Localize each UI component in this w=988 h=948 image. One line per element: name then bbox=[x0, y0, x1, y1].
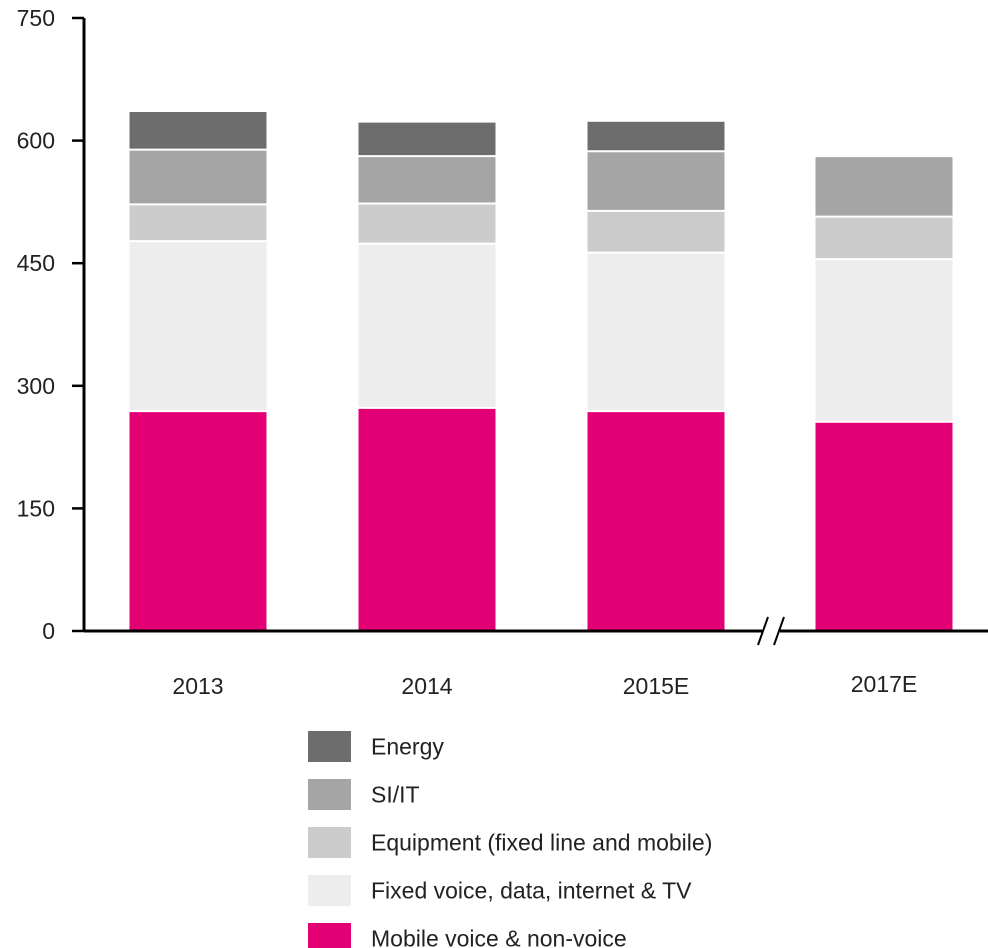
bar-2017e-si-it bbox=[815, 156, 953, 217]
legend-swatch-fixed-voice-data-internet-tv bbox=[308, 875, 351, 906]
y-tick-label-600: 600 bbox=[17, 128, 55, 154]
y-tick-label-750: 750 bbox=[17, 5, 55, 31]
bar-2013-fixed-voice-data-internet-tv bbox=[129, 241, 267, 412]
bar-2014-energy bbox=[358, 122, 496, 157]
bar-2017e-fixed-voice-data-internet-tv bbox=[815, 259, 953, 422]
bar-2013-si-it bbox=[129, 149, 267, 205]
axis-break-mark-right bbox=[773, 616, 785, 646]
y-tick-label-150: 150 bbox=[17, 495, 55, 521]
bar-2013-mobile-voice-non-voice bbox=[129, 411, 267, 631]
legend-label-fixed-voice-data-internet-tv: Fixed voice, data, internet & TV bbox=[371, 878, 692, 904]
y-tick-label-0: 0 bbox=[42, 618, 55, 644]
axis-break-mark-left bbox=[757, 616, 769, 646]
bar-2015e-mobile-voice-non-voice bbox=[587, 411, 725, 631]
legend-swatch-si-it bbox=[308, 779, 351, 810]
bar-2017e-equipment-fixed-line-and-mobile bbox=[815, 216, 953, 260]
bar-2014-mobile-voice-non-voice bbox=[358, 407, 496, 631]
x-tick-label-2013: 2013 bbox=[172, 673, 223, 699]
legend-swatch-mobile-voice-non-voice bbox=[308, 923, 351, 948]
x-tick-label-2014: 2014 bbox=[401, 673, 452, 699]
legend-label-energy: Energy bbox=[371, 734, 444, 760]
x-axis: 2013 2014 2015E 2017E bbox=[84, 616, 988, 699]
bar-2014-fixed-voice-data-internet-tv bbox=[358, 243, 496, 408]
legend-label-equipment-fixed-line-and-mobile: Equipment (fixed line and mobile) bbox=[371, 830, 712, 856]
bar-2014-si-it bbox=[358, 156, 496, 204]
legend-label-mobile-voice-non-voice: Mobile voice & non-voice bbox=[371, 926, 627, 948]
bar-2017e-mobile-voice-non-voice bbox=[815, 421, 953, 631]
bar-2013-equipment-fixed-line-and-mobile bbox=[129, 204, 267, 242]
legend: Energy SI/IT Equipment (fixed line and mob… bbox=[308, 731, 712, 948]
bars bbox=[129, 111, 953, 631]
y-tick-label-450: 450 bbox=[17, 250, 55, 276]
bar-2015e-energy bbox=[587, 121, 725, 152]
bar-2015e-si-it bbox=[587, 151, 725, 211]
legend-label-si-it: SI/IT bbox=[371, 782, 420, 808]
bar-2013-energy bbox=[129, 111, 267, 150]
bar-2014-equipment-fixed-line-and-mobile bbox=[358, 203, 496, 244]
x-tick-label-2017e: 2017E bbox=[851, 671, 918, 697]
bar-2015e-equipment-fixed-line-and-mobile bbox=[587, 210, 725, 253]
y-axis: 0 150 300 450 600 750 bbox=[17, 5, 86, 644]
bar-2015e-fixed-voice-data-internet-tv bbox=[587, 252, 725, 412]
legend-swatch-energy bbox=[308, 731, 351, 762]
x-tick-label-2015e: 2015E bbox=[623, 673, 690, 699]
y-tick-label-300: 300 bbox=[17, 373, 55, 399]
legend-swatch-equipment-fixed-line-and-mobile bbox=[308, 827, 351, 858]
